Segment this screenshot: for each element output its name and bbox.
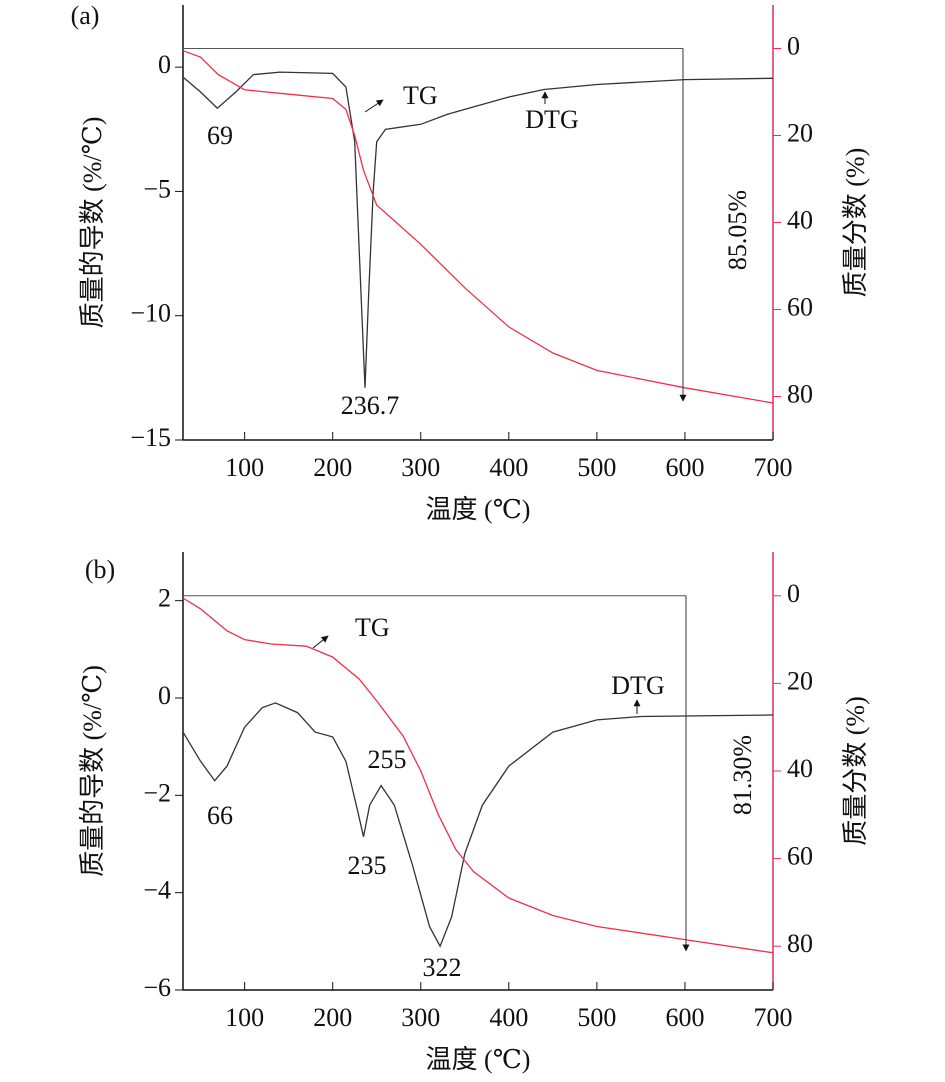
y-tick-label: −15 — [130, 423, 171, 452]
series-line — [182, 702, 774, 948]
x-axis-label: 温度 (℃) — [426, 1045, 531, 1074]
x-tick-label: 300 — [401, 1003, 440, 1032]
x-tick-label: 200 — [313, 453, 352, 482]
y2-tick-label: 0 — [787, 579, 800, 608]
annotation: 235 — [348, 851, 387, 880]
y-axis-label: 质量的导数 (%/℃) — [78, 117, 107, 329]
x-tick-label: 300 — [401, 453, 440, 482]
series-line — [182, 71, 774, 388]
annotation: 81.30% — [728, 735, 757, 815]
y-tick-label: 0 — [158, 50, 171, 79]
y-tick-label: 2 — [158, 584, 171, 613]
panel-label: (b) — [85, 555, 115, 584]
x-tick-label: 500 — [577, 453, 616, 482]
x-axis-label: 温度 (℃) — [426, 495, 531, 524]
annotation: 322 — [423, 953, 462, 982]
y2-tick-label: 0 — [787, 31, 800, 60]
series-label: DTG — [525, 105, 578, 134]
y2-axis-label: 质量分数 (%) — [841, 696, 870, 845]
y-tick-label: −10 — [130, 299, 171, 328]
y-axis-label: 质量的导数 (%/℃) — [78, 665, 107, 877]
x-tick-label: 600 — [665, 1003, 704, 1032]
x-tick-label: 600 — [665, 453, 704, 482]
x-tick-label: 700 — [754, 1003, 793, 1032]
y-tick-label: −2 — [143, 778, 171, 807]
x-tick-label: 700 — [754, 453, 793, 482]
x-tick-label: 400 — [489, 1003, 528, 1032]
y2-tick-label: 20 — [787, 118, 813, 147]
annotation: 236.7 — [341, 391, 400, 420]
y-tick-label: −6 — [143, 973, 171, 1002]
y2-tick-label: 60 — [787, 292, 813, 321]
panel-label: (a) — [71, 1, 100, 30]
y-tick-label: 0 — [158, 681, 171, 710]
annotation: 66 — [207, 801, 233, 830]
y-tick-label: −5 — [143, 174, 171, 203]
annotation: 85.05% — [723, 190, 752, 270]
annotation: 255 — [368, 745, 407, 774]
x-tick-label: 400 — [489, 453, 528, 482]
annotation: 69 — [207, 121, 233, 150]
series-line — [182, 597, 774, 954]
series-line — [182, 50, 774, 404]
series-label: DTG — [611, 671, 664, 700]
series-arrow — [364, 99, 384, 113]
y2-tick-label: 40 — [787, 754, 813, 783]
x-tick-label: 500 — [577, 1003, 616, 1032]
x-tick-label: 200 — [313, 1003, 352, 1032]
y2-axis-label: 质量分数 (%) — [841, 148, 870, 297]
series-label: TG — [403, 81, 438, 110]
series-arrow — [312, 635, 329, 649]
y2-tick-label: 80 — [787, 379, 813, 408]
y2-tick-label: 20 — [787, 666, 813, 695]
y2-tick-label: 40 — [787, 205, 813, 234]
y2-tick-label: 80 — [787, 929, 813, 958]
y-tick-label: −4 — [143, 876, 171, 905]
y2-tick-label: 60 — [787, 842, 813, 871]
series-label: TG — [355, 613, 390, 642]
x-tick-label: 100 — [225, 1003, 264, 1032]
x-tick-label: 100 — [225, 453, 264, 482]
